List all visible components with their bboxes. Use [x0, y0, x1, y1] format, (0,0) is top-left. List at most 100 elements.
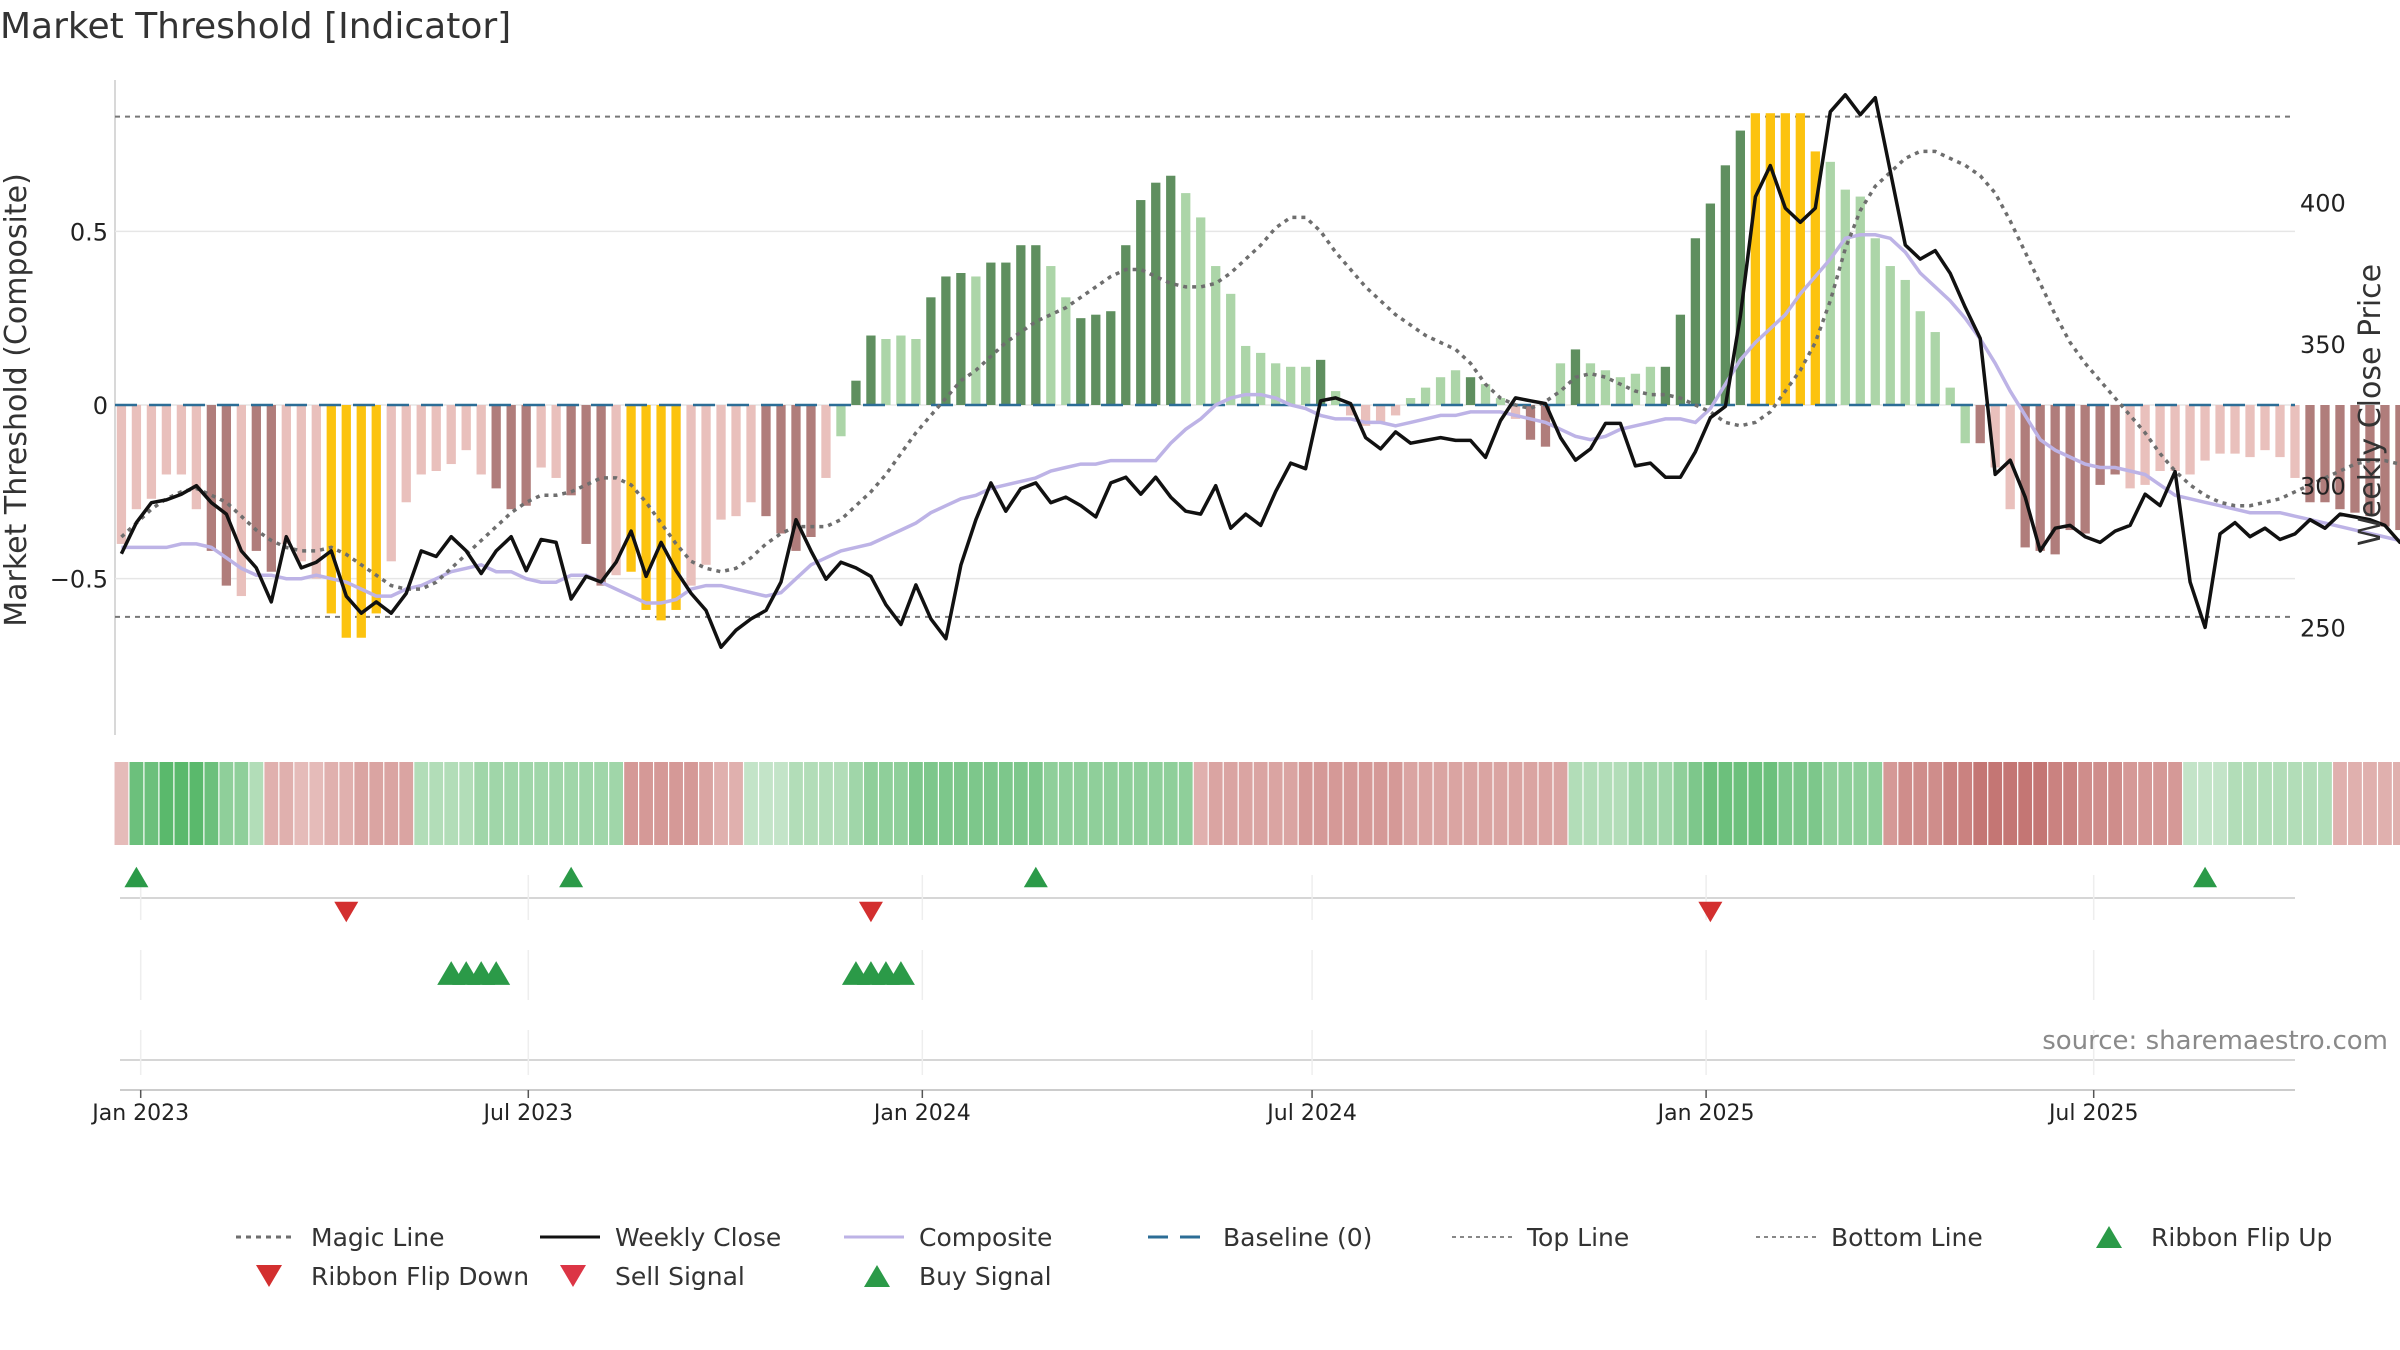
ribbon-cell: [1733, 762, 1748, 845]
ribbon-cell: [879, 762, 893, 845]
composite-bar: [2125, 405, 2135, 489]
composite-bar: [1345, 405, 1356, 416]
ribbon-cell: [384, 762, 399, 845]
ribbon-cell: [2183, 762, 2197, 845]
composite-bar: [341, 405, 351, 638]
ribbon-cell: [909, 762, 923, 845]
ribbon-cell: [1268, 762, 1283, 845]
ribbon-cell: [2348, 762, 2362, 845]
ribbon-flip-up-marker: [559, 866, 584, 888]
composite-bar: [986, 262, 996, 405]
x-tick-label: Jul 2025: [2047, 1101, 2139, 1126]
ribbon-cell: [174, 762, 189, 845]
magic-line: [120, 149, 2400, 591]
composite-bar: [1181, 193, 1191, 405]
composite-bar: [1900, 279, 1910, 405]
composite-bar: [1211, 266, 1221, 405]
composite-bar: [476, 405, 486, 475]
composite-bar: [1540, 405, 1551, 447]
ribbon-cell: [1718, 762, 1733, 845]
composite-bar: [626, 405, 636, 572]
composite-bar: [971, 276, 981, 405]
ribbon-cell: [1898, 762, 1913, 845]
composite-bar: [2200, 405, 2210, 461]
composite-bar: [1690, 238, 1701, 405]
composite-bar: [461, 405, 471, 451]
ribbon-cell: [414, 762, 429, 845]
legend-label: Ribbon Flip Down: [311, 1262, 529, 1291]
legend-label: Composite: [919, 1223, 1052, 1252]
ribbon-cell: [2078, 762, 2093, 845]
ribbon-cell: [1928, 762, 1943, 845]
composite-bar: [371, 405, 381, 614]
ribbon-cell: [369, 762, 384, 845]
composite-bar: [911, 339, 921, 405]
ribbon-cell: [504, 762, 519, 845]
composite-bar: [2155, 405, 2165, 471]
composite-bar: [2230, 405, 2240, 454]
composite-bar: [506, 405, 516, 510]
composite-bar: [1510, 405, 1521, 419]
composite-bar: [926, 297, 936, 405]
ribbon-cell: [354, 762, 369, 845]
legend: Magic Line Weekly Close Composite Baseline …: [236, 1223, 2332, 1291]
ribbon-cell: [1418, 762, 1433, 845]
legend-item: Buy Signal: [864, 1262, 1052, 1291]
x-tick-label: Jul 2023: [482, 1101, 574, 1126]
ribbon-cell: [1913, 762, 1928, 845]
composite-bar: [1555, 363, 1566, 405]
composite-bar: [821, 405, 831, 478]
x-tick-label: Jan 2025: [1656, 1101, 1755, 1126]
y-right-tick-label: 250: [2300, 614, 2346, 642]
ribbon-flip-down-marker: [1698, 901, 1723, 923]
ribbon-cell: [864, 762, 878, 845]
composite-bar: [1600, 370, 1611, 405]
composite-bar: [656, 405, 666, 621]
legend-label: Baseline (0): [1223, 1223, 1372, 1252]
ribbon-cell: [1103, 762, 1118, 845]
composite-bar: [1420, 387, 1431, 405]
composite-bar: [1795, 113, 1805, 406]
composite-bar: [236, 405, 246, 597]
ribbon-cell: [1703, 762, 1718, 845]
composite-bar: [281, 405, 291, 544]
ribbon-cell: [2258, 762, 2272, 845]
composite-bar: [1151, 182, 1161, 405]
composite-bar: [1705, 203, 1716, 405]
ribbon-cell: [129, 762, 144, 845]
composite-bar: [1495, 398, 1506, 405]
composite-bar: [1121, 245, 1131, 405]
composite-bar: [1945, 387, 1955, 405]
composite-bar: [761, 405, 771, 517]
series-lines: [115, 93, 2400, 649]
composite-bar: [1046, 266, 1056, 405]
composite-bar: [326, 405, 336, 614]
ribbon-cell: [2378, 762, 2392, 845]
composite-bar: [566, 405, 576, 496]
ribbon-cell: [1448, 762, 1463, 845]
ribbon-cell: [1493, 762, 1508, 845]
legend-item: Bottom Line: [1756, 1223, 1983, 1252]
y-right-tick-label: 400: [2300, 189, 2346, 217]
ribbon-cell: [594, 762, 609, 845]
composite-bar: [2335, 405, 2345, 510]
composite-bar: [1256, 352, 1266, 405]
ribbon-cell: [1208, 762, 1223, 845]
ribbon-cell: [1133, 762, 1148, 845]
composite-bar: [1825, 161, 1835, 405]
ribbon-cell: [624, 762, 638, 845]
ribbon-cell: [1943, 762, 1958, 845]
composite-bar: [716, 405, 726, 520]
x-tick-label: Jan 2023: [90, 1101, 189, 1126]
composite-bar: [806, 405, 816, 537]
ribbon-cell: [1748, 762, 1763, 845]
ribbon-cell: [309, 762, 324, 845]
ribbon-cell: [998, 762, 1013, 845]
composite-bar: [581, 405, 591, 544]
ribbon-cell: [1088, 762, 1103, 845]
ribbon-cell: [2288, 762, 2302, 845]
ribbon-cell: [1058, 762, 1073, 845]
composite-bar: [2095, 405, 2105, 485]
ribbon-cell: [444, 762, 459, 845]
